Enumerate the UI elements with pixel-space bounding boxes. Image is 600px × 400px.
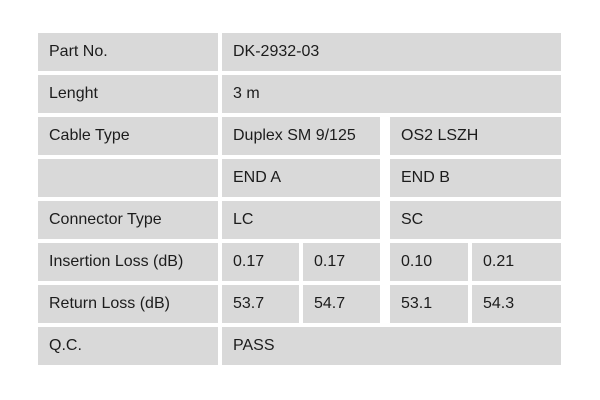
part-no-value: DK-2932-03 (222, 33, 561, 71)
row-cable-type: Cable Type Duplex SM 9/125 OS2 LSZH (38, 117, 561, 155)
cable-type-label: Cable Type (38, 117, 218, 155)
cable-type-end-a: Duplex SM 9/125 (222, 117, 380, 155)
insertion-loss-end-b-1: 0.10 (390, 243, 468, 281)
end-header-empty-cell (38, 159, 218, 197)
spec-table: Part No. DK-2932-03 Lenght 3 m Cable Typ… (38, 33, 561, 369)
row-part-no: Part No. DK-2932-03 (38, 33, 561, 71)
return-loss-end-a-2: 54.7 (303, 285, 380, 323)
connector-type-end-a: LC (222, 201, 380, 239)
connector-type-label: Connector Type (38, 201, 218, 239)
row-length: Lenght 3 m (38, 75, 561, 113)
return-loss-end-b-1: 53.1 (390, 285, 468, 323)
row-connector-type: Connector Type LC SC (38, 201, 561, 239)
end-a-header: END A (222, 159, 380, 197)
row-return-loss: Return Loss (dB) 53.7 54.7 53.1 54.3 (38, 285, 561, 323)
part-no-label: Part No. (38, 33, 218, 71)
length-label: Lenght (38, 75, 218, 113)
row-qc: Q.C. PASS (38, 327, 561, 365)
insertion-loss-label: Insertion Loss (dB) (38, 243, 218, 281)
qc-label: Q.C. (38, 327, 218, 365)
cable-type-end-b: OS2 LSZH (390, 117, 561, 155)
row-insertion-loss: Insertion Loss (dB) 0.17 0.17 0.10 0.21 (38, 243, 561, 281)
length-value: 3 m (222, 75, 561, 113)
return-loss-end-a-1: 53.7 (222, 285, 299, 323)
insertion-loss-end-a-2: 0.17 (303, 243, 380, 281)
row-end-header: END A END B (38, 159, 561, 197)
return-loss-end-b-2: 54.3 (472, 285, 561, 323)
qc-value: PASS (222, 327, 561, 365)
insertion-loss-end-b-2: 0.21 (472, 243, 561, 281)
end-b-header: END B (390, 159, 561, 197)
return-loss-label: Return Loss (dB) (38, 285, 218, 323)
insertion-loss-end-a-1: 0.17 (222, 243, 299, 281)
connector-type-end-b: SC (390, 201, 561, 239)
